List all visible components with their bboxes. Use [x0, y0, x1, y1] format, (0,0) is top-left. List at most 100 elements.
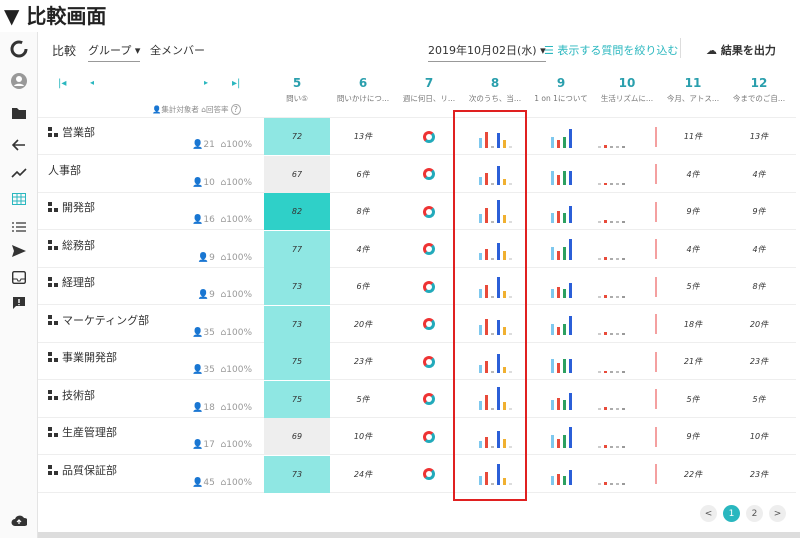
- bar-cell[interactable]: [462, 456, 528, 493]
- list-icon[interactable]: [10, 218, 28, 236]
- count-cell[interactable]: 13件: [749, 132, 769, 141]
- donut-cell[interactable]: [396, 231, 462, 268]
- member-select[interactable]: 全メンバー: [150, 44, 205, 57]
- bar-cell[interactable]: [462, 268, 528, 305]
- bar-cell[interactable]: [528, 306, 594, 343]
- count-cell[interactable]: 4件: [752, 244, 766, 254]
- donut-cell[interactable]: [396, 456, 462, 493]
- count-cell[interactable]: 5件: [686, 282, 700, 291]
- count-cell[interactable]: 6件: [356, 282, 370, 291]
- mini-chart-cell[interactable]: [594, 456, 660, 493]
- mini-chart-cell[interactable]: [594, 381, 660, 418]
- score-cell[interactable]: 75: [264, 380, 330, 418]
- score-cell[interactable]: 73: [264, 268, 330, 305]
- group-row[interactable]: マーケティング部 👤35 ⌂100%: [38, 306, 264, 343]
- bar-cell[interactable]: [528, 193, 594, 230]
- prev-column-button[interactable]: ◂: [90, 78, 95, 87]
- donut-cell[interactable]: [396, 193, 462, 230]
- count-cell[interactable]: 20件: [353, 319, 373, 329]
- column-header-12[interactable]: 12 今までのご自...: [732, 76, 786, 103]
- bar-cell[interactable]: [462, 343, 528, 380]
- feedback-icon[interactable]: [10, 294, 28, 312]
- bar-cell[interactable]: [528, 268, 594, 305]
- send-icon[interactable]: [10, 242, 28, 260]
- mini-chart-cell[interactable]: [594, 306, 660, 343]
- count-cell[interactable]: 23件: [749, 469, 769, 479]
- cloud-upload-icon[interactable]: [10, 512, 28, 530]
- donut-cell[interactable]: [396, 381, 462, 418]
- count-cell[interactable]: 6件: [356, 169, 370, 179]
- count-cell[interactable]: 8件: [356, 207, 370, 216]
- score-cell[interactable]: 67: [264, 155, 330, 193]
- page-1-button[interactable]: 1: [723, 505, 740, 522]
- mini-chart-cell[interactable]: [594, 418, 660, 455]
- column-header-6[interactable]: 6 問いかけにつ...: [336, 76, 390, 103]
- count-cell[interactable]: 20件: [749, 319, 769, 329]
- count-cell[interactable]: 23件: [353, 357, 373, 366]
- first-page-button[interactable]: |◂: [58, 78, 67, 89]
- group-row[interactable]: 経理部 👤9 ⌂100%: [38, 268, 264, 305]
- column-header-7[interactable]: 7 週に何日、リ...: [402, 76, 456, 103]
- group-row[interactable]: 技術部 👤18 ⌂100%: [38, 381, 264, 418]
- mini-chart-cell[interactable]: [594, 118, 660, 155]
- inbox-icon[interactable]: [10, 268, 28, 286]
- count-cell[interactable]: 4件: [356, 244, 370, 254]
- count-cell[interactable]: 9件: [686, 432, 700, 441]
- count-cell[interactable]: 5件: [356, 394, 370, 404]
- donut-cell[interactable]: [396, 268, 462, 305]
- count-cell[interactable]: 13件: [353, 132, 373, 141]
- export-button[interactable]: ☁ 結果を出力: [706, 44, 776, 57]
- score-cell[interactable]: 75: [264, 343, 330, 380]
- column-header-11[interactable]: 11 今月、アトス...: [666, 76, 720, 103]
- group-row[interactable]: 総務部 👤9 ⌂100%: [38, 231, 264, 268]
- horizontal-scrollbar[interactable]: [38, 532, 800, 538]
- mini-chart-cell[interactable]: [594, 268, 660, 305]
- bar-cell[interactable]: [528, 118, 594, 155]
- donut-cell[interactable]: [396, 118, 462, 155]
- count-cell[interactable]: 4件: [686, 169, 700, 179]
- trend-icon[interactable]: [10, 164, 28, 182]
- arrow-left-icon[interactable]: [10, 136, 28, 154]
- bar-cell[interactable]: [528, 418, 594, 455]
- bar-cell[interactable]: [462, 231, 528, 268]
- count-cell[interactable]: 22件: [683, 469, 703, 479]
- donut-cell[interactable]: [396, 306, 462, 343]
- bar-cell[interactable]: [462, 118, 528, 155]
- bar-cell[interactable]: [462, 306, 528, 343]
- page-2-button[interactable]: 2: [746, 505, 763, 522]
- bar-cell[interactable]: [462, 418, 528, 455]
- count-cell[interactable]: 23件: [749, 357, 769, 366]
- date-select[interactable]: 2019年10月02日(水) ▾: [428, 42, 546, 62]
- column-header-8[interactable]: 8 次のうち、当...: [468, 76, 522, 103]
- count-cell[interactable]: 4件: [686, 244, 700, 254]
- count-cell[interactable]: 5件: [752, 394, 766, 404]
- user-icon[interactable]: [10, 72, 28, 90]
- mini-chart-cell[interactable]: [594, 156, 660, 193]
- bar-cell[interactable]: [528, 231, 594, 268]
- bar-cell[interactable]: [528, 343, 594, 380]
- group-row[interactable]: 営業部 👤21 ⌂100%: [38, 118, 264, 155]
- count-cell[interactable]: 8件: [752, 282, 766, 291]
- group-row[interactable]: 事業開発部 👤35 ⌂100%: [38, 343, 264, 380]
- count-cell[interactable]: 11件: [683, 132, 703, 141]
- count-cell[interactable]: 10件: [353, 432, 373, 441]
- bar-cell[interactable]: [462, 193, 528, 230]
- mini-chart-cell[interactable]: [594, 343, 660, 380]
- score-cell[interactable]: 72: [264, 118, 330, 155]
- filter-button[interactable]: ☰ 表示する質問を絞り込む: [544, 44, 679, 57]
- count-cell[interactable]: 9件: [686, 207, 700, 216]
- count-cell[interactable]: 4件: [752, 169, 766, 179]
- group-row[interactable]: 人事部 👤10 ⌂100%: [38, 156, 264, 193]
- bar-cell[interactable]: [462, 156, 528, 193]
- group-row[interactable]: 品質保証部 👤45 ⌂100%: [38, 456, 264, 493]
- donut-cell[interactable]: [396, 343, 462, 380]
- group-row[interactable]: 開発部 👤16 ⌂100%: [38, 193, 264, 230]
- bar-cell[interactable]: [528, 156, 594, 193]
- next-page-button[interactable]: >: [769, 505, 786, 522]
- score-cell[interactable]: 73: [264, 305, 330, 343]
- score-cell[interactable]: 77: [264, 230, 330, 268]
- group-select[interactable]: グループ ▾: [88, 42, 141, 62]
- score-cell[interactable]: 69: [264, 418, 330, 455]
- count-cell[interactable]: 21件: [683, 357, 703, 366]
